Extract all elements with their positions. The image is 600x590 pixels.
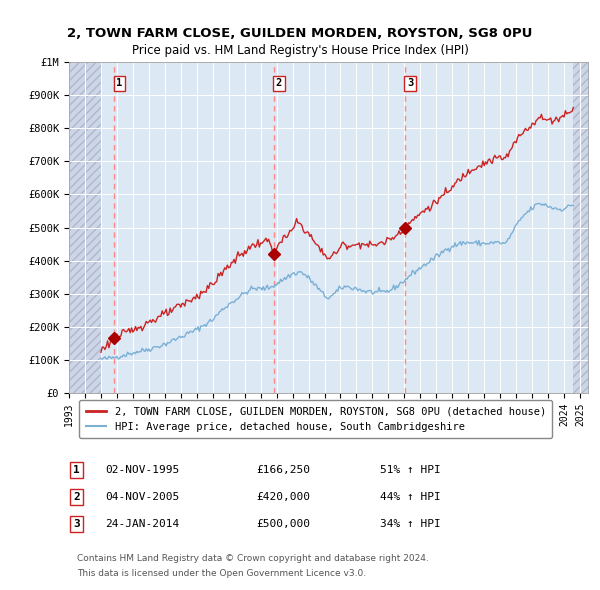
Text: Contains HM Land Registry data © Crown copyright and database right 2024.: Contains HM Land Registry data © Crown c… [77,555,428,563]
Legend: 2, TOWN FARM CLOSE, GUILDEN MORDEN, ROYSTON, SG8 0PU (detached house), HPI: Aver: 2, TOWN FARM CLOSE, GUILDEN MORDEN, ROYS… [79,400,553,438]
Text: 1: 1 [116,78,122,88]
Text: This data is licensed under the Open Government Licence v3.0.: This data is licensed under the Open Gov… [77,569,366,578]
Text: 04-NOV-2005: 04-NOV-2005 [106,492,179,502]
Text: 1: 1 [73,466,80,475]
Text: 44% ↑ HPI: 44% ↑ HPI [380,492,441,502]
Text: 2: 2 [73,492,80,502]
Text: 51% ↑ HPI: 51% ↑ HPI [380,466,441,475]
Text: £420,000: £420,000 [256,492,310,502]
Text: 34% ↑ HPI: 34% ↑ HPI [380,519,441,529]
Bar [69,62,101,393]
Text: 2, TOWN FARM CLOSE, GUILDEN MORDEN, ROYSTON, SG8 0PU: 2, TOWN FARM CLOSE, GUILDEN MORDEN, ROYS… [67,27,533,40]
Text: 2: 2 [276,78,282,88]
Text: £500,000: £500,000 [256,519,310,529]
Text: £166,250: £166,250 [256,466,310,475]
Text: Price paid vs. HM Land Registry's House Price Index (HPI): Price paid vs. HM Land Registry's House … [131,44,469,57]
Text: 3: 3 [73,519,80,529]
Text: 24-JAN-2014: 24-JAN-2014 [106,519,179,529]
Text: 3: 3 [407,78,413,88]
Text: 02-NOV-1995: 02-NOV-1995 [106,466,179,475]
Bar [574,62,588,393]
